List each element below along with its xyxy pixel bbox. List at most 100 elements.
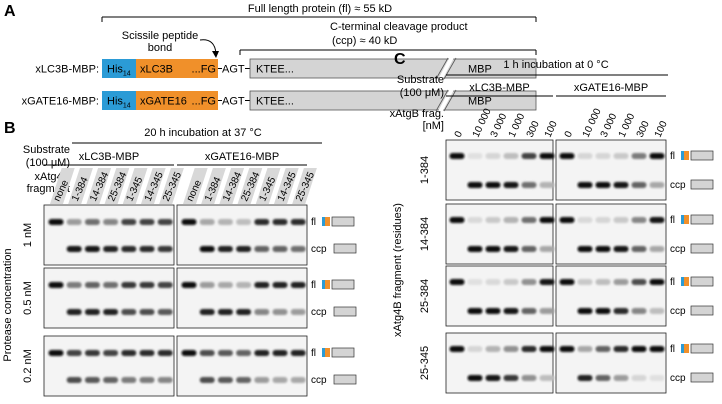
gel-band [649, 375, 665, 381]
gel-image [555, 265, 667, 327]
gel-band [595, 346, 611, 352]
fragment-label: 14-384 [419, 217, 431, 251]
gel-band [613, 346, 629, 352]
linker-label: AGT [222, 64, 245, 76]
gel-band [121, 246, 137, 252]
gel-band [157, 282, 173, 288]
gel-band [236, 246, 252, 252]
gel-band [559, 153, 575, 159]
gel-band [66, 246, 82, 252]
gel-image [43, 204, 175, 266]
gel-band [449, 279, 465, 285]
lane-header-shade [86, 168, 112, 204]
gel-band [139, 350, 155, 356]
fl-icon-his [681, 344, 684, 353]
gel-image [555, 332, 667, 394]
gel-band [290, 282, 306, 288]
gel-band [84, 246, 100, 252]
fl-icon-his [322, 348, 325, 357]
gel-image [445, 203, 554, 265]
core-label: xLC3B [140, 64, 173, 76]
gel-band [649, 246, 665, 252]
gel-image [445, 265, 554, 327]
lane-header-shade [255, 168, 281, 204]
gel-band [272, 246, 288, 252]
gel-band [649, 279, 665, 285]
gel-band [199, 377, 215, 383]
gel-band [272, 282, 288, 288]
gel-band [103, 309, 119, 315]
gel-band [649, 153, 665, 159]
gel-band [254, 377, 270, 383]
gel-band [485, 346, 501, 352]
panel-a-label: A [4, 3, 16, 20]
gel-band [217, 377, 233, 383]
gel-band [631, 279, 647, 285]
fl-icon-his [322, 280, 325, 289]
gel-band [559, 217, 575, 223]
gel-band [595, 217, 611, 223]
gel-band [539, 279, 555, 285]
gel-band [48, 282, 64, 288]
band-ccp-label: ccp [670, 180, 686, 191]
substrate-label: xLC3B-MBP [469, 82, 530, 94]
gel-image [445, 139, 554, 201]
gel-band [595, 182, 611, 188]
lane-label: 0 [563, 129, 576, 139]
lane-header-shade [122, 168, 148, 204]
gel-band [66, 282, 82, 288]
gel-band [577, 375, 593, 381]
gel-band [467, 153, 483, 159]
panel-c: C 1 h incubation at 0 °C Substrate (100 … [390, 51, 714, 394]
fl-icon-mbp [331, 347, 355, 358]
ccp-icon-mbp [333, 243, 357, 254]
gel-band [467, 217, 483, 223]
gel-band [631, 346, 647, 352]
gel-band [595, 279, 611, 285]
panel-b: B 20 h incubation at 37 °C Substrate (10… [2, 120, 357, 397]
gel-band [236, 282, 252, 288]
gel-band [631, 375, 647, 381]
gel-image [176, 267, 308, 329]
gel-band [613, 217, 629, 223]
panel-b-substrate-1: Substrate [23, 144, 70, 156]
gel-band [157, 350, 173, 356]
gel-band [577, 308, 593, 314]
gel-band [521, 279, 537, 285]
band-ccp-label: ccp [311, 244, 327, 255]
lane-label: 300 [635, 119, 652, 139]
gel-band [559, 279, 575, 285]
gel-band [199, 246, 215, 252]
gel-band [649, 217, 665, 223]
lane-label: 100 [653, 119, 670, 139]
gel-band [485, 308, 501, 314]
concentration-label: 1 nM [22, 223, 34, 247]
gel-band [467, 246, 483, 252]
gel-band [103, 282, 119, 288]
panel-b-substrate-2: (100 μM) [26, 157, 70, 169]
fragment-label: 25-345 [419, 346, 431, 380]
band-fl-label: fl [670, 344, 675, 355]
gel-band [290, 219, 306, 225]
lane-label: 100 [543, 119, 560, 139]
mbp-label: MBP [468, 96, 492, 108]
gel-band [595, 375, 611, 381]
band-ccp-label: ccp [670, 244, 686, 255]
gel-band [559, 346, 575, 352]
fl-icon-core [684, 151, 689, 160]
gel-band [467, 182, 483, 188]
gel-band [613, 182, 629, 188]
gel-band [139, 377, 155, 383]
gel-band [539, 375, 555, 381]
core-box [136, 91, 218, 110]
gel-band [217, 309, 233, 315]
cterm-start-label: KTEE... [256, 96, 294, 108]
gel-band [157, 377, 173, 383]
gel-band [631, 182, 647, 188]
gel-band [272, 219, 288, 225]
gel-band [84, 282, 100, 288]
core-label: xGATE16 [140, 96, 187, 108]
fl-icon-core [325, 280, 330, 289]
gel-band [121, 350, 137, 356]
gel-band [631, 153, 647, 159]
